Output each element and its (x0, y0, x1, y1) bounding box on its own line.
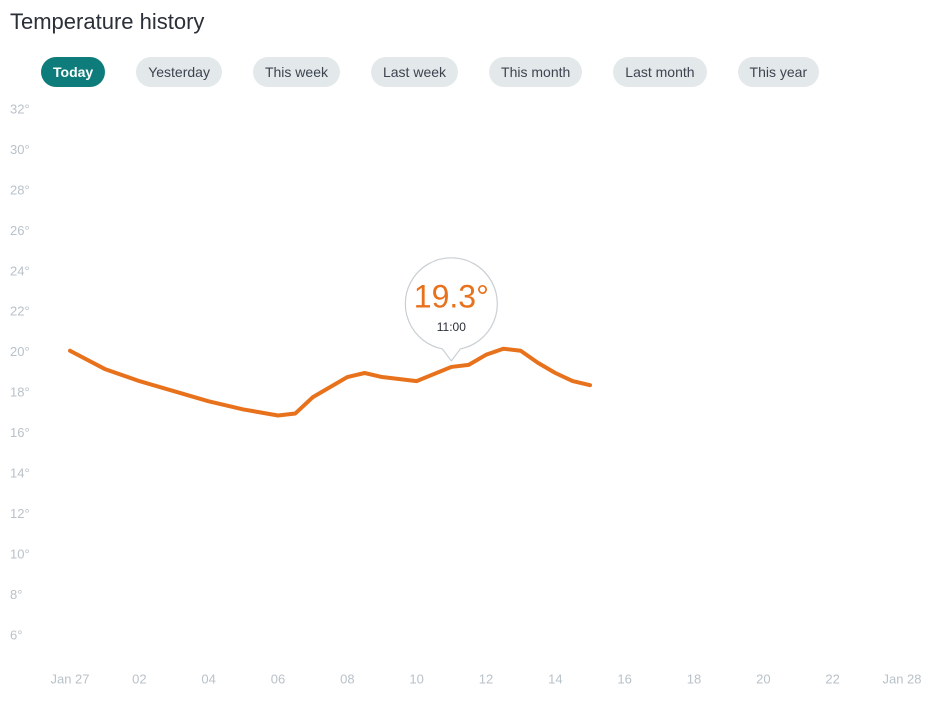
x-tick-label: 14 (548, 671, 562, 686)
x-tick-label: 10 (409, 671, 423, 686)
y-tick-label: 12° (10, 506, 30, 521)
y-tick-label: 10° (10, 547, 30, 562)
temperature-line (68, 346, 592, 418)
x-tick-label: 16 (617, 671, 631, 686)
tab-button[interactable]: Yesterday (136, 57, 222, 87)
y-tick-label: 18° (10, 385, 30, 400)
y-tick-label: 28° (10, 182, 30, 197)
y-tick-label: 26° (10, 223, 30, 238)
x-tick-label: 04 (201, 671, 215, 686)
tab-button[interactable]: Last week (370, 57, 459, 87)
tooltip-bubble (404, 257, 498, 362)
tab-button[interactable]: This year (737, 57, 820, 87)
y-tick-label: 16° (10, 425, 30, 440)
x-tick-label: 02 (132, 671, 146, 686)
x-tick-label: Jan 28 (882, 671, 921, 686)
x-tick-label: Jan 27 (50, 671, 89, 686)
y-tick-label: 8° (10, 587, 22, 602)
x-tick-label: 22 (825, 671, 839, 686)
tooltip-time: 11:00 (437, 320, 466, 334)
tab-bar: Today Yesterday This week Last week This mon… (41, 57, 820, 87)
x-tick-label: 20 (756, 671, 770, 686)
x-tick-label: 06 (271, 671, 285, 686)
x-tick-label: 08 (340, 671, 354, 686)
tooltip: 19.3° 11:00 (404, 257, 498, 362)
y-tick-label: 22° (10, 304, 30, 319)
tab-button[interactable]: This month (489, 57, 583, 87)
y-tick-label: 30° (10, 142, 30, 157)
tab-button[interactable]: This week (252, 57, 340, 87)
y-tick-label: 6° (10, 627, 22, 642)
page-title: Temperature history (10, 9, 205, 34)
x-tick-label: 12 (479, 671, 493, 686)
y-tick-label: 24° (10, 263, 30, 278)
y-tick-label: 32° (10, 101, 30, 116)
y-tick-label: 20° (10, 344, 30, 359)
y-tick-label: 14° (10, 466, 30, 481)
tab-button[interactable]: Today (41, 57, 106, 87)
x-tick-label: 18 (687, 671, 701, 686)
tab-button[interactable]: Last month (613, 57, 707, 87)
tooltip-value: 19.3° (414, 278, 489, 314)
